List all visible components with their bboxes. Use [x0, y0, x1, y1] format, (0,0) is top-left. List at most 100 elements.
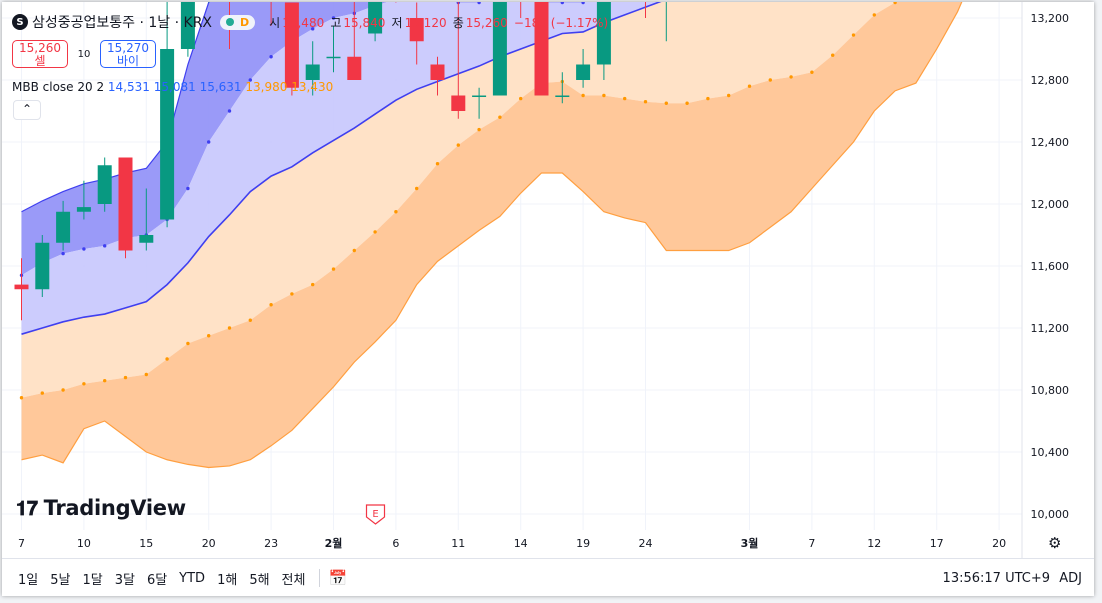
lower-band-1-dot [61, 388, 65, 392]
low-value: 15,120 [404, 15, 447, 30]
lower-band-1-dot [477, 127, 481, 132]
x-tick-label: 7 [18, 537, 25, 550]
goto-date-calendar-icon[interactable]: 📅 [328, 569, 348, 587]
candle [270, 2, 272, 26]
candle [492, 2, 507, 96]
lower-band-2-line [21, 2, 963, 469]
close-value: 15,260 [465, 15, 508, 30]
lower-band-1-dot [747, 84, 752, 88]
range-6m-button[interactable]: 6달 [146, 572, 168, 588]
lower-band-1-dot [248, 318, 252, 322]
candle [534, 2, 549, 96]
indicator-v4: 13,980 [245, 80, 288, 94]
x-tick-label: 2월 [325, 536, 343, 550]
x-tick-label: 14 [514, 537, 528, 550]
upper-band-1-dot [248, 78, 252, 82]
lower-band-1-dot [186, 341, 190, 346]
change-value: −180 (−1.17%) [513, 15, 609, 30]
buy-button[interactable]: 15,270 바이 [100, 40, 156, 68]
earnings-event-marker: E [365, 504, 386, 525]
adjust-toggle[interactable]: ADJ [1059, 570, 1082, 586]
ohlc-readout: 시 15,480 고 15,840 저 15,120 종 15,260 −180 (−1… [269, 14, 610, 31]
candle [472, 87, 487, 119]
range-1m-button[interactable]: 1달 [82, 572, 103, 588]
price-chart[interactable]: 10,000 10,400 10,800 11,200 11,600 12,000 12,4… [2, 2, 1094, 558]
x-tick-label: 20 [202, 537, 216, 550]
x-tick-label: 10 [77, 537, 91, 550]
range-3m-button[interactable]: 3달 [114, 572, 135, 588]
indicator-v2: 15,081 [153, 80, 196, 94]
y-tick-label: 10,800 [1031, 384, 1070, 397]
candle-body [76, 207, 91, 212]
market-status-badge[interactable]: D [220, 14, 256, 30]
lower-band-1-dot [311, 282, 315, 287]
lower-band-1-dot [19, 396, 24, 400]
range-1y-button[interactable]: 1해 [217, 572, 238, 588]
earnings-marker-shape [365, 504, 386, 525]
lower-band-1-dot [810, 70, 814, 74]
upper-band-1-dot [82, 247, 86, 251]
candle [160, 2, 175, 228]
chart-title[interactable]: 삼성중공업보통주 · 1날 · KRX [32, 15, 213, 31]
y-tick-label: 12,000 [1031, 198, 1070, 211]
spread-value: 10 [77, 48, 91, 60]
candle [409, 2, 424, 65]
candle-body [368, 2, 383, 34]
upper-band-1-dot [581, 2, 585, 5]
x-tick-label: 20 [992, 537, 1006, 550]
candle-body [347, 56, 362, 80]
indicator-v3: 15,631 [199, 80, 242, 94]
range-5d-button[interactable]: 5날 [50, 572, 71, 588]
lower-band-1-dot [415, 186, 419, 191]
lower-band-1-dot [602, 93, 606, 98]
band-inner-fill [21, 2, 660, 335]
upper-band-1-dot [207, 140, 211, 144]
lower-band-1-dot [103, 379, 107, 383]
lower-band-1-dot [227, 326, 232, 330]
buy-label: 바이 [116, 54, 140, 68]
low-label: 저 [391, 15, 403, 30]
lower-band-1-dot [82, 382, 86, 386]
lower-band-1-dot [789, 75, 793, 79]
indicator-v5: 13,430 [291, 80, 334, 94]
lower-band-1-dot [165, 357, 169, 361]
candle [229, 2, 230, 49]
lower-band-1-dot [123, 375, 128, 380]
clock-timezone[interactable]: 13:56:17 UTC+9 [942, 570, 1050, 586]
candle-body [139, 235, 154, 243]
candle-body [555, 95, 570, 97]
x-tick-label: 6 [392, 537, 399, 550]
tradingview-logo[interactable]: 𝟏𝟕 TradingView [16, 496, 186, 520]
lower-band-1-dot [623, 96, 627, 101]
candle-body [534, 2, 549, 96]
lower-band-1-dot [706, 96, 710, 101]
upper-band-1-dot [477, 2, 481, 5]
collapse-legend-button[interactable]: ⌃ [13, 100, 41, 120]
range-1d-button[interactable]: 1일 [18, 572, 39, 588]
candle-body [97, 165, 112, 204]
symbol-icon[interactable]: S [12, 14, 28, 30]
upper-band-1-dot [61, 251, 65, 256]
indicator-legend[interactable]: MBB close 20 2 14,531 15,081 15,631 13,9… [12, 80, 333, 94]
high-value: 15,840 [343, 15, 386, 30]
candle-body [35, 242, 50, 290]
range-5y-button[interactable]: 5해 [249, 572, 270, 588]
band-orange-outer-fill [21, 2, 962, 468]
candle [97, 157, 112, 212]
lower-band-1-dot [851, 33, 856, 37]
candle [347, 2, 362, 80]
range-all-button[interactable]: 전체 [281, 572, 306, 588]
axis-settings-icon[interactable]: ⚙ [1048, 534, 1062, 552]
range-ytd-button[interactable]: YTD [179, 570, 206, 586]
candle-body [160, 49, 175, 220]
market-open-dot-icon [226, 18, 235, 26]
candle [305, 41, 320, 96]
sell-button[interactable]: 15,260 셀 [12, 40, 68, 68]
candle [56, 200, 71, 251]
x-tick-label: 24 [639, 537, 653, 550]
lower-band-1-dot [331, 267, 336, 271]
upper-band-1-dot [103, 244, 107, 248]
trade-panel: 15,260 셀 10 15,270 바이 [12, 40, 156, 68]
candle-body [14, 284, 29, 290]
lower-band-1-dot [581, 93, 585, 98]
